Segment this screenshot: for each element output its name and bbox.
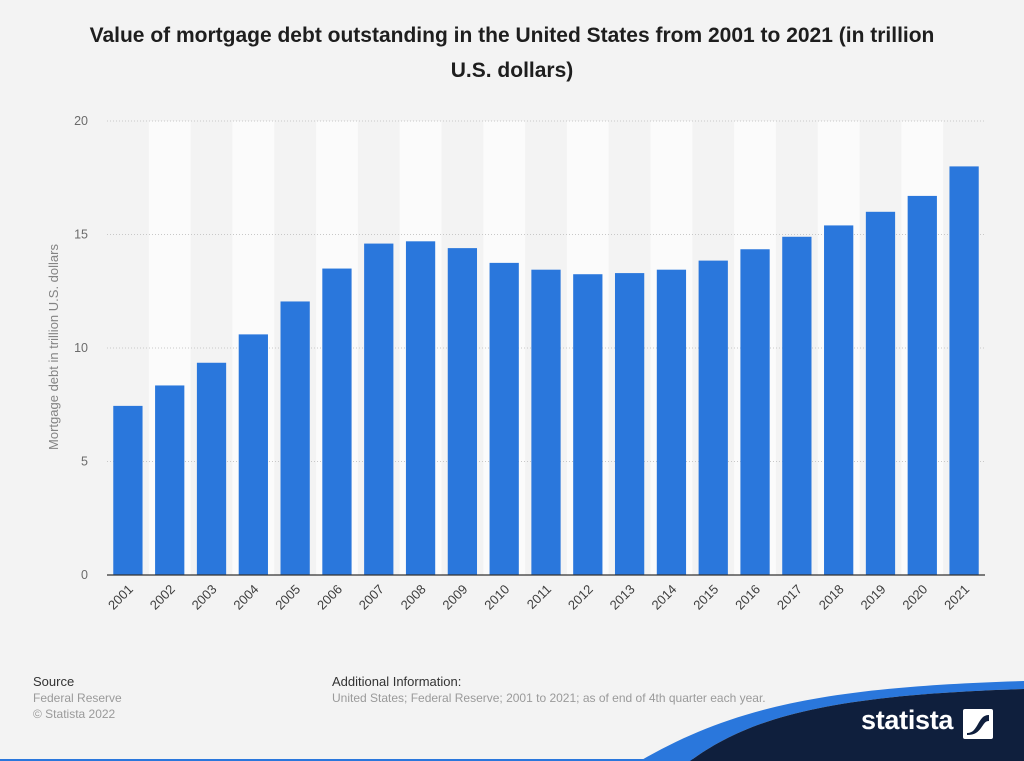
x-tick-label: 2005 (272, 582, 303, 613)
x-tick-label: 2006 (314, 582, 345, 613)
x-tick-label: 2003 (189, 582, 220, 613)
x-tick-label: 2012 (565, 582, 596, 613)
bar (698, 260, 728, 575)
x-tick-label: 2010 (481, 582, 512, 613)
x-tick-label: 2009 (439, 582, 470, 613)
copyright: © Statista 2022 (33, 707, 116, 721)
footer-accent-curve (640, 681, 1024, 761)
y-tick-label: 10 (74, 341, 88, 355)
y-axis-label: Mortgage debt in trillion U.S. dollars (46, 244, 61, 450)
x-tick-label: 2021 (941, 582, 972, 613)
bar (907, 195, 937, 575)
bar (405, 241, 436, 575)
footer-source: Source Federal Reserve © Statista 2022 (33, 674, 122, 722)
footer-additional-info: Additional Information: United States; F… (332, 674, 766, 706)
bar (865, 211, 896, 576)
x-tick-label: 2015 (690, 582, 721, 613)
additional-info-text: United States; Federal Reserve; 2001 to … (332, 691, 766, 705)
statista-logo-icon (963, 709, 993, 739)
bar-series (113, 166, 979, 576)
bar (238, 334, 268, 575)
bar (364, 243, 394, 575)
bar (614, 273, 645, 575)
footer-navy-wave (690, 689, 1024, 761)
y-tick-label: 15 (74, 228, 88, 242)
footer-bottom-line (0, 759, 1024, 761)
x-tick-label: 2018 (816, 582, 847, 613)
bar (447, 248, 478, 575)
y-tick-label: 0 (81, 568, 88, 582)
x-tick-label: 2004 (230, 582, 261, 613)
x-tick-label: 2001 (105, 582, 136, 613)
y-tick-label: 5 (81, 455, 88, 469)
source-label: Source (33, 674, 75, 689)
bar (531, 269, 561, 575)
bar (489, 262, 519, 575)
additional-info-label: Additional Information: (332, 674, 462, 689)
x-tick-label: 2007 (356, 582, 387, 613)
bar (196, 362, 227, 575)
bar (573, 274, 603, 575)
y-axis-tick-labels: 0 5 10 15 20 (74, 114, 88, 582)
statista-logo-text: statista (861, 705, 954, 735)
bar (949, 166, 979, 575)
x-tick-label: 2002 (147, 582, 178, 613)
chart-title: Value of mortgage debt outstanding in th… (89, 24, 935, 82)
bar (113, 405, 143, 575)
x-tick-label: 2013 (607, 582, 638, 613)
bar (155, 385, 185, 575)
x-axis-tick-labels: 2001 2002 2003 2004 2005 2006 2007 2008 2009 2010… (105, 582, 972, 613)
x-tick-label: 2014 (648, 582, 679, 613)
x-tick-label: 2017 (774, 582, 805, 613)
bar (656, 269, 687, 575)
x-tick-label: 2008 (398, 582, 429, 613)
x-tick-label: 2016 (732, 582, 763, 613)
bar (280, 301, 310, 575)
y-tick-label: 20 (74, 114, 88, 128)
bar (322, 268, 352, 575)
bar (782, 236, 812, 575)
x-tick-label: 2011 (524, 582, 554, 612)
footer-swoosh (0, 681, 1024, 761)
bar (824, 225, 854, 576)
x-tick-label: 2019 (858, 582, 889, 613)
bar (740, 249, 770, 575)
source-name: Federal Reserve (33, 691, 122, 705)
x-tick-label: 2020 (899, 582, 930, 613)
